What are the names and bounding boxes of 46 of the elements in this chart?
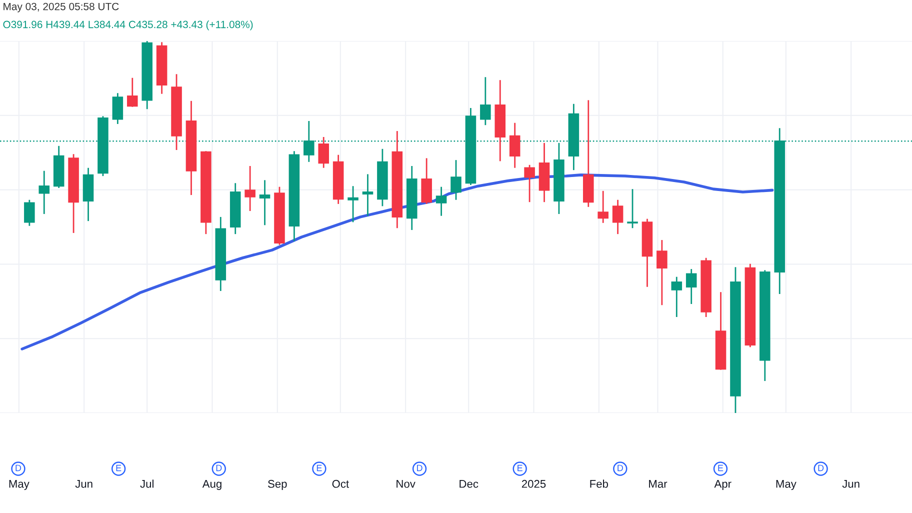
x-tick-label: Feb [590,480,608,488]
text: E [116,464,122,472]
candlestick [318,136,329,169]
candlestick [480,76,491,126]
x-tick-label: Jul [140,480,154,488]
text: D [417,464,422,472]
candlestick [127,77,138,108]
x-tick-label: 2025 [522,480,546,488]
candlestick [421,158,432,205]
candlestick [259,179,270,226]
x-tick-label: Dec [460,480,478,488]
text: D [216,464,222,472]
text: May 03, 2025 05:58 UTC [4,2,119,12]
text: O391.96 H439.44 L384.44 C435.28 +43.43 (+11.08%) [3,20,253,30]
candlestick [348,185,358,223]
candlestick [598,190,608,224]
text: E [518,464,522,472]
text: E [316,464,322,472]
candlestick [612,199,624,235]
candlestick [436,186,447,217]
candlestick [671,276,682,318]
candlestick [24,199,35,227]
candlestick [38,170,50,215]
text: D [618,464,623,472]
candlestick [656,239,668,306]
x-tick-label: Oct [332,480,349,488]
candlestick [244,165,256,212]
x-tick-label: May [9,480,30,490]
candlestick [627,188,638,229]
text: D [16,464,22,472]
x-tick-label: Apr [714,480,732,490]
x-tick-label: May [776,480,796,490]
candlestick [686,268,697,305]
x-tick-label: Jun [842,480,860,488]
x-tick-label: Mar [649,480,668,488]
x-tick-label: Aug [202,480,222,490]
x-tick-label: Sep [268,480,287,490]
candlestick [509,122,520,169]
candlestick [450,159,462,201]
x-tick-label: Jun [75,480,92,488]
candlestick [362,173,374,217]
candlestick [524,164,535,203]
x-tick-label: Nov [396,480,416,488]
candlestick [112,92,124,125]
text: E [718,464,724,472]
text: D [818,464,824,472]
